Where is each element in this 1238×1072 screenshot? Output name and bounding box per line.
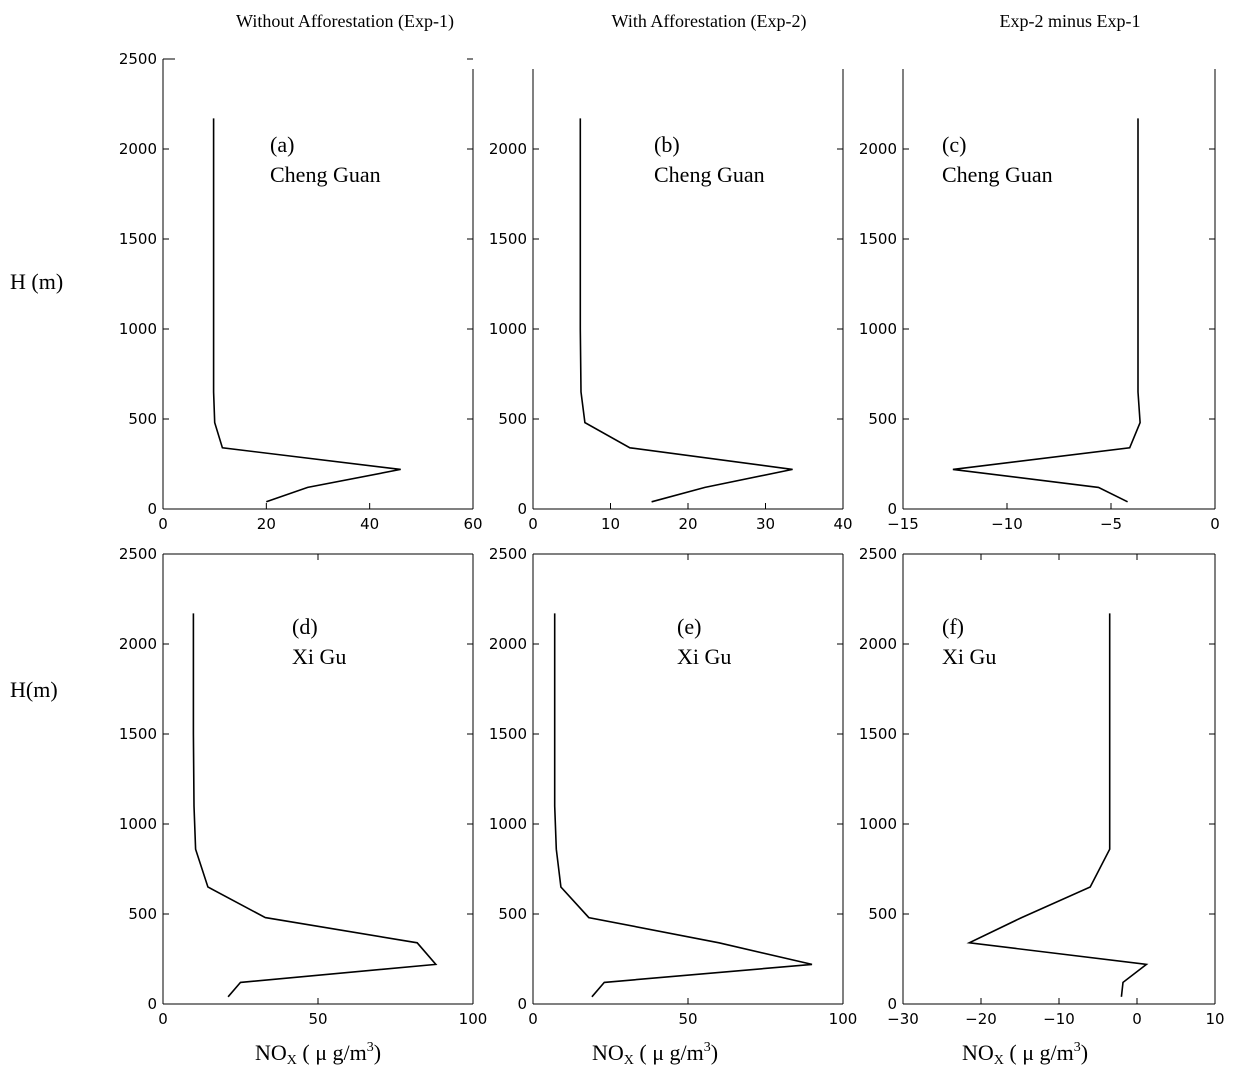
column-title-3: Exp-2 minus Exp-1 xyxy=(1000,11,1141,31)
row2-ylabel: H(m) xyxy=(10,677,58,702)
x-tick-label: 0 xyxy=(528,515,538,533)
y-tick-label: 2000 xyxy=(119,635,157,653)
panel-letter: (f) xyxy=(942,614,964,639)
y-tick-label: 1000 xyxy=(859,815,897,833)
y-tick-label: 2500 xyxy=(119,50,157,68)
panel-b: 0 10 20 30 40 0 500 1000 1500 2000 (b) Cheng Guan xyxy=(489,69,853,533)
x-tick-label: 0 xyxy=(158,1010,168,1028)
site-name: Cheng Guan xyxy=(270,162,381,187)
y-tick-label: 2000 xyxy=(489,635,527,653)
x-tick-label: 40 xyxy=(833,515,852,533)
column-title-1: Without Afforestation (Exp-1) xyxy=(236,11,454,32)
panel-letter: (c) xyxy=(942,132,966,157)
y-tick-label: 1500 xyxy=(859,230,897,248)
x-tick-label: 0 xyxy=(528,1010,538,1028)
x-tick-label: 0 xyxy=(158,515,168,533)
profile-line xyxy=(966,613,1149,997)
panel-letter: (b) xyxy=(654,132,680,157)
y-tick-label: 2000 xyxy=(859,140,897,158)
y-tick-label: 0 xyxy=(887,500,897,518)
x-tick-label: 40 xyxy=(360,515,379,533)
y-tick-label: 1500 xyxy=(119,230,157,248)
row1-ylabel: H (m) xyxy=(10,269,63,294)
y-tick-label: 1000 xyxy=(489,320,527,338)
x-tick-label: 100 xyxy=(459,1010,488,1028)
x-tick-label: 20 xyxy=(257,515,276,533)
y-tick-label: 1500 xyxy=(859,725,897,743)
svg-text:NOX ( μ g/m3): NOX ( μ g/m3) xyxy=(962,1040,1088,1068)
site-name: Xi Gu xyxy=(942,644,996,669)
y-tick-label: 500 xyxy=(868,410,897,428)
xlabel-1: NOX ( μ g/m3) xyxy=(255,1040,381,1068)
y-tick-label: 500 xyxy=(868,905,897,923)
panel-c: −15 −10 −5 0 0 500 1000 1500 2000 (c) Cheng Guan xyxy=(859,69,1220,533)
x-tick-label: −30 xyxy=(887,1010,919,1028)
y-tick-label: 0 xyxy=(147,500,157,518)
y-tick-label: 1500 xyxy=(119,725,157,743)
panel-f: −30 −20 −10 0 10 0 500 1000 1500 2000 2500 (f) Xi Gu xyxy=(859,545,1225,1028)
x-tick-label: 10 xyxy=(601,515,620,533)
x-tick-label: −15 xyxy=(887,515,919,533)
svg-text:NOX ( μ g/m3): NOX ( μ g/m3) xyxy=(255,1040,381,1068)
y-tick-label: 2500 xyxy=(859,545,897,563)
y-tick-label: 500 xyxy=(498,905,527,923)
x-tick-label: 60 xyxy=(463,515,482,533)
panel-a: 0 20 40 60 0 500 1000 1500 2000 2500 (a) Cheng Guan xyxy=(119,50,483,533)
profile-line xyxy=(553,613,813,998)
y-tick-label: 0 xyxy=(517,995,527,1013)
x-tick-label: 10 xyxy=(1205,1010,1224,1028)
svg-text:NOX ( μ g/m3): NOX ( μ g/m3) xyxy=(592,1040,718,1068)
y-tick-label: 2000 xyxy=(859,635,897,653)
x-tick-label: 50 xyxy=(678,1010,697,1028)
y-tick-label: 1000 xyxy=(489,815,527,833)
y-tick-label: 2500 xyxy=(489,545,527,563)
profile-line xyxy=(212,118,401,503)
panel-letter: (d) xyxy=(292,614,318,639)
x-tick-label: 50 xyxy=(308,1010,327,1028)
site-name: Xi Gu xyxy=(292,644,346,669)
y-tick-label: 2000 xyxy=(119,140,157,158)
x-tick-label: 0 xyxy=(1132,1010,1142,1028)
y-tick-label: 1000 xyxy=(119,320,157,338)
x-tick-label: 30 xyxy=(756,515,775,533)
panel-letter: (a) xyxy=(270,132,294,157)
column-title-2: With Afforestation (Exp-2) xyxy=(612,11,807,32)
y-tick-label: 1000 xyxy=(859,320,897,338)
y-tick-label: 2000 xyxy=(489,140,527,158)
xlabel-3: NOX ( μ g/m3) xyxy=(962,1040,1088,1068)
site-name: Xi Gu xyxy=(677,644,731,669)
profile-line xyxy=(579,118,793,503)
site-name: Cheng Guan xyxy=(942,162,1053,187)
y-tick-label: 1500 xyxy=(489,725,527,743)
x-tick-label: −10 xyxy=(991,515,1023,533)
profile-line xyxy=(952,118,1141,503)
x-tick-label: −10 xyxy=(1043,1010,1075,1028)
y-tick-label: 0 xyxy=(887,995,897,1013)
x-tick-label: −5 xyxy=(1100,515,1122,533)
x-tick-label: 20 xyxy=(678,515,697,533)
profile-line xyxy=(192,613,438,998)
y-tick-label: 0 xyxy=(147,995,157,1013)
panel-letter: (e) xyxy=(677,614,701,639)
y-tick-label: 500 xyxy=(498,410,527,428)
y-tick-label: 1500 xyxy=(489,230,527,248)
site-name: Cheng Guan xyxy=(654,162,765,187)
x-tick-label: −20 xyxy=(965,1010,997,1028)
xlabel-2: NOX ( μ g/m3) xyxy=(592,1040,718,1068)
y-tick-label: 2500 xyxy=(119,545,157,563)
x-tick-label: 100 xyxy=(829,1010,858,1028)
y-tick-label: 1000 xyxy=(119,815,157,833)
y-tick-label: 500 xyxy=(128,905,157,923)
y-tick-label: 500 xyxy=(128,410,157,428)
y-tick-label: 0 xyxy=(517,500,527,518)
x-tick-label: 0 xyxy=(1210,515,1220,533)
